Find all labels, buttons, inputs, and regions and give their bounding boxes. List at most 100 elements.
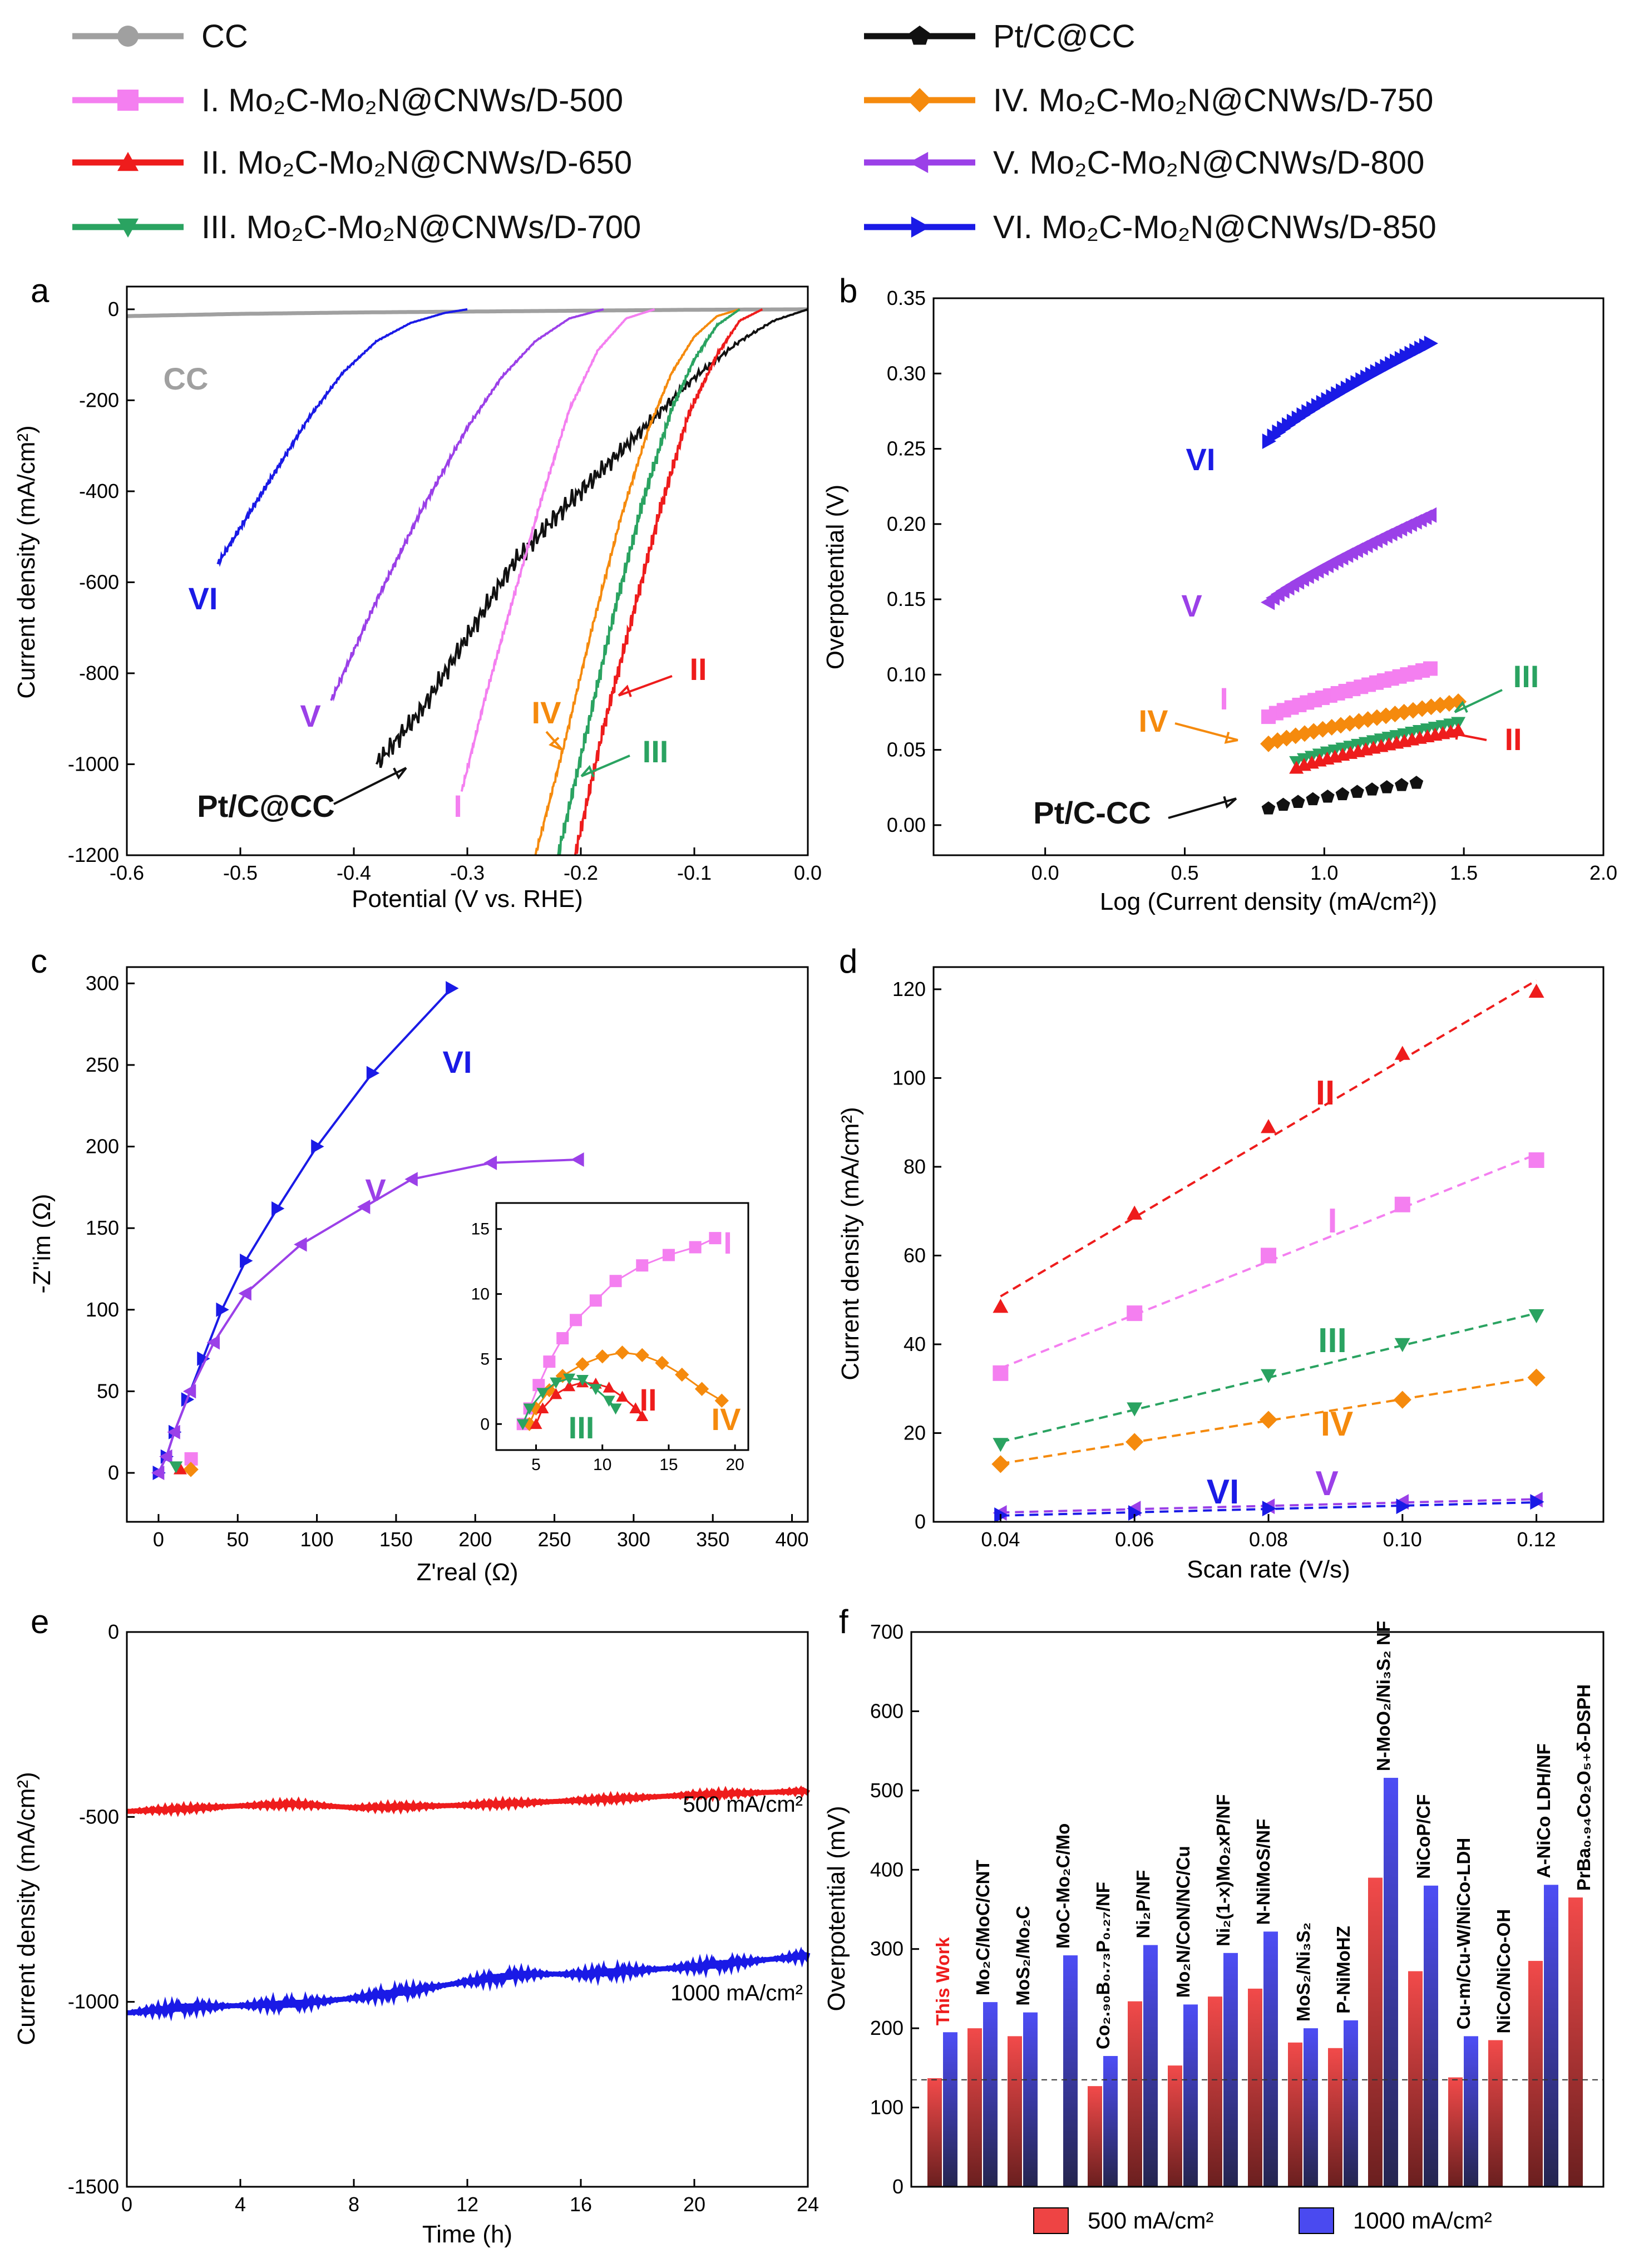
- annotation-arrow: [333, 767, 407, 805]
- legend-marker: [117, 90, 139, 111]
- arrow-head: [1224, 732, 1238, 744]
- series-annotation: IV: [532, 695, 561, 730]
- data-point: [563, 1373, 576, 1385]
- data-point: [1125, 1433, 1144, 1451]
- series-annotation: V: [1181, 588, 1202, 623]
- series-main-IV: [183, 1462, 199, 1477]
- data-point: [1259, 1411, 1278, 1429]
- data-point: [571, 1152, 584, 1167]
- data-point: [1380, 780, 1394, 793]
- data-point: [1378, 707, 1395, 724]
- data-point: [197, 1351, 210, 1366]
- bar-group: MoS₂/Mo₂C: [1008, 1906, 1038, 2187]
- annotation-arrow: [581, 755, 630, 777]
- y-tick-label: 100: [892, 1066, 926, 1089]
- data-point: [1260, 735, 1277, 752]
- inset-series-IV: [522, 1345, 729, 1431]
- series-annotation: VI: [189, 581, 218, 616]
- y-axis-label: Overpotential (V): [822, 485, 849, 670]
- series-line: [126, 1785, 811, 1817]
- bar-500: [927, 2078, 942, 2187]
- series-II: [1289, 723, 1466, 774]
- data-point: [576, 1375, 589, 1386]
- panel-letter: a: [31, 272, 50, 309]
- legend-label: CC: [201, 18, 248, 55]
- series-line: [557, 308, 741, 856]
- panel-letter: f: [839, 1603, 848, 1640]
- bar-group: Mo₂C/MoC/CNT: [967, 1860, 998, 2187]
- panel-letter: c: [31, 943, 47, 980]
- annotation-arrow: [1454, 689, 1503, 713]
- x-tick-label: 0: [121, 2193, 132, 2216]
- series-annotation: I: [1220, 681, 1228, 716]
- arrow-head: [549, 737, 562, 751]
- data-point: [1287, 727, 1304, 745]
- x-tick-label: 200: [458, 1528, 492, 1551]
- fit-line: [1000, 1376, 1537, 1465]
- y-tick-label: 500: [870, 1779, 904, 1802]
- plot-frame: [126, 966, 809, 1523]
- data-point: [550, 1388, 562, 1399]
- y-tick-label: 200: [86, 1135, 119, 1158]
- y-tick-label: 300: [86, 972, 119, 994]
- arrow-head: [1454, 701, 1468, 713]
- category-label: N-NiMoS/NF: [1253, 1819, 1273, 1925]
- y-tick-label: 0.20: [887, 512, 926, 535]
- panel-e: e 0 4 8 12 16 20 24 0 -500 -1000 -1500 Time (h) Curre…: [13, 1603, 819, 2248]
- data-point: [1261, 1119, 1276, 1133]
- bar-group: Ni₂(1-x)Mo₂xP/NF: [1208, 1794, 1238, 2187]
- data-point: [993, 1365, 1009, 1381]
- legend-label: VI. Mo₂C-Mo₂N@CNWs/D-850: [993, 209, 1436, 245]
- data-point: [1127, 1305, 1143, 1322]
- bar-500: [1488, 2040, 1503, 2187]
- legend-entry: CC: [72, 18, 248, 55]
- data-point: [366, 1066, 380, 1081]
- x-tick-label: -0.5: [223, 861, 258, 884]
- data-point: [1306, 792, 1320, 806]
- data-point: [404, 1172, 418, 1187]
- legend-entry: II. Mo₂C-Mo₂N@CNWs/D-650: [72, 145, 632, 181]
- data-point: [1528, 983, 1544, 998]
- data-point: [1320, 790, 1335, 803]
- bar-legend: 500 mA/cm² 1000 mA/cm²: [1033, 2207, 1492, 2234]
- y-tick-label: 0.00: [887, 813, 926, 836]
- series-annotation: II: [1504, 722, 1522, 757]
- series-line: [157, 987, 452, 1473]
- series-V: [151, 1152, 584, 1481]
- series-III: [993, 1309, 1544, 1452]
- panel-f: f This Work Mo₂C/MoC/CNT MoS₂/Mo₂C MoC-Mo₂C/…: [823, 1603, 1605, 2234]
- x-tick-label: 10: [593, 1456, 611, 1474]
- series-line-1000 mA/cm²: [126, 1946, 811, 2022]
- series-annotation: 500 mA/cm²: [683, 1792, 803, 1817]
- series-annotation: I: [453, 788, 462, 824]
- y-tick-label: 0: [915, 1510, 926, 1533]
- data-point: [694, 1382, 709, 1396]
- panel-d: d 0.04 0.06 0.08 0.10 0.12 0 20 40 60 80 100 120 Scan…: [837, 943, 1605, 1583]
- series-II: [993, 979, 1544, 1313]
- series-line: [330, 308, 604, 702]
- data-point: [240, 1253, 253, 1268]
- data-point: [1424, 336, 1438, 352]
- series-annotation: IV: [712, 1402, 741, 1437]
- data-point: [1409, 776, 1424, 789]
- data-point: [550, 1377, 562, 1389]
- bar-group: PrBa₀.₉₄Co₂O₅₊δ-DSPH: [1568, 1684, 1594, 2187]
- y-tick-label: 300: [870, 1937, 904, 1960]
- x-tick-label: 24: [797, 2193, 819, 2216]
- bar-group: Cu-m/Cu-W/NiCo-LDH: [1448, 1838, 1478, 2187]
- data-point: [311, 1139, 324, 1154]
- series-annotation: CC: [164, 361, 209, 396]
- x-tick-label: 300: [617, 1528, 650, 1551]
- category-label: Mo₂C/MoC/CNT: [972, 1860, 993, 1995]
- bar-500: [1168, 2065, 1182, 2187]
- data-point: [563, 1380, 576, 1392]
- legend-label: 1000 mA/cm²: [1353, 2207, 1492, 2234]
- series-IV: [991, 1368, 1546, 1473]
- y-tick-label: 0: [892, 2175, 904, 2198]
- bar-group: This Work: [927, 1937, 957, 2187]
- data-point: [1261, 1248, 1276, 1264]
- data-point: [1127, 1402, 1143, 1417]
- data-point: [662, 1249, 675, 1261]
- series-annotation: V: [300, 698, 320, 733]
- x-tick-label: -0.1: [677, 861, 712, 884]
